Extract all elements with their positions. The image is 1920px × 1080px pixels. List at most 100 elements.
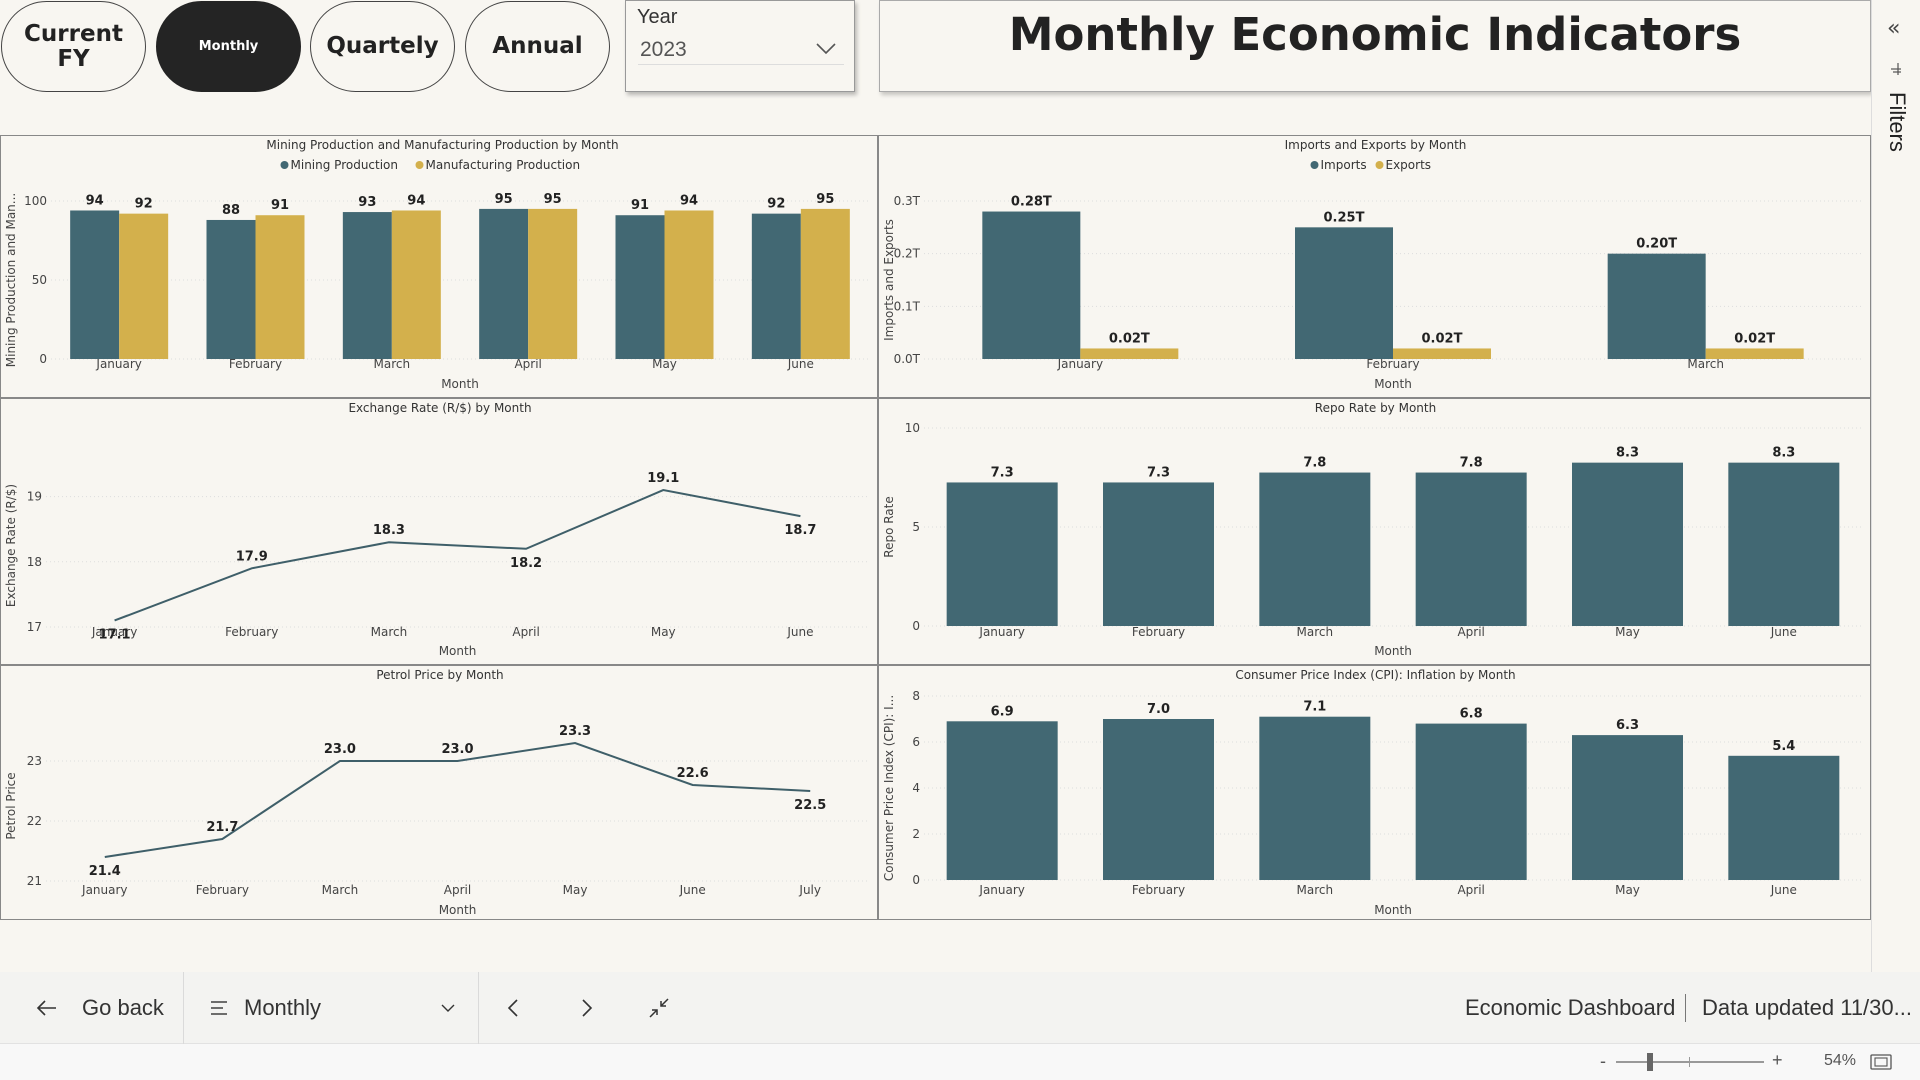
zoom-in-button[interactable]: +: [1772, 1050, 1783, 1070]
y-tick-label: 5: [912, 520, 920, 534]
data-label: 0.02T: [1422, 331, 1463, 346]
data-label: 0.25T: [1324, 210, 1365, 225]
exit-fullscreen-button[interactable]: [648, 972, 670, 1044]
bar: [479, 208, 529, 359]
bar: [615, 215, 665, 359]
petrol-price-chart[interactable]: Petrol Price by Month 21 22 23 January Februa…: [0, 665, 878, 920]
data-label: 19.1: [647, 471, 679, 486]
x-tick-label: February: [196, 883, 249, 897]
bar: [1572, 735, 1683, 880]
x-tick-label: June: [787, 357, 814, 371]
y-tick-label: 50: [32, 273, 47, 287]
data-label: 17.9: [236, 549, 268, 564]
data-label: 21.4: [89, 864, 121, 879]
x-axis-title: Month: [439, 903, 477, 917]
x-tick-label: February: [225, 625, 278, 639]
y-tick-label: 0.2T: [894, 247, 921, 261]
zoom-slider-thumb[interactable]: [1647, 1053, 1653, 1071]
annual-button[interactable]: Annual: [465, 1, 610, 92]
bar: [946, 721, 1058, 880]
data-label: 5.4: [1772, 739, 1795, 754]
x-tick-label: February: [1132, 883, 1185, 897]
report-name-label: Economic Dashboard: [1465, 995, 1676, 1020]
zoom-level[interactable]: 54%: [1824, 1052, 1857, 1069]
data-label: 23.0: [441, 742, 473, 757]
data-updated: Data updated 11/30...: [1702, 972, 1912, 1044]
page-title-box: Monthly Economic Indicators: [879, 0, 1871, 92]
chart-title: Exchange Rate (R/$) by Month: [348, 401, 531, 415]
data-label: 95: [495, 192, 513, 207]
chart-title: Repo Rate by Month: [1315, 401, 1436, 415]
y-tick-label: 100: [24, 194, 47, 208]
current-fy-button[interactable]: Current FY: [1, 1, 146, 92]
annual-label: Annual: [492, 33, 583, 59]
data-label: 92: [135, 197, 153, 212]
bar: [1728, 755, 1840, 880]
collapse-pane-icon[interactable]: «: [1887, 16, 1901, 41]
report-canvas: Current FY Monthly Quartely Annual Year …: [0, 0, 1871, 920]
x-tick-label: May: [1615, 625, 1640, 639]
x-axis-title: Month: [441, 377, 479, 391]
data-label: 21.7: [206, 820, 238, 835]
repo-rate-plot: Repo Rate by Month 0 5 10 January February Mar…: [882, 401, 1862, 658]
data-updated-label: Data updated 11/30...: [1702, 995, 1912, 1020]
y-tick-label: 0.3T: [894, 194, 921, 208]
x-tick-label: March: [322, 883, 359, 897]
cpi-inflation-chart[interactable]: Consumer Price Index (CPI): Inflation by…: [878, 665, 1871, 920]
y-axis-title: Exchange Rate (R/$): [4, 484, 18, 607]
bar: [751, 213, 801, 359]
data-label: 94: [86, 193, 104, 208]
menu-icon: [211, 1001, 227, 1015]
year-dropdown[interactable]: 2023: [638, 35, 844, 65]
y-tick-label: 0: [912, 619, 920, 633]
legend-label: Mining Production: [291, 158, 399, 172]
imports-exports-chart[interactable]: Imports and Exports by Month 0.0T 0.1T 0.2T…: [878, 135, 1871, 398]
monthly-button[interactable]: Monthly: [156, 1, 301, 92]
y-tick-label: 10: [905, 421, 920, 435]
bar: [800, 208, 850, 359]
fit-to-page-icon[interactable]: [1870, 1054, 1892, 1070]
chevron-down-icon: [441, 1004, 455, 1012]
next-page-button[interactable]: [581, 972, 593, 1044]
zoom-out-button[interactable]: -: [1600, 1051, 1606, 1071]
y-tick-label: 0: [912, 873, 920, 887]
y-tick-label: 17: [27, 620, 42, 634]
page-selector[interactable]: Monthly: [210, 972, 455, 1044]
x-tick-label: January: [1057, 357, 1104, 371]
petrol-price-plot: Petrol Price by Month 21 22 23 January Februa…: [4, 668, 869, 917]
data-label: 95: [816, 192, 834, 207]
zoom-slider[interactable]: [1616, 1053, 1764, 1071]
data-label: 23.0: [324, 742, 356, 757]
data-label: 22.6: [677, 766, 709, 781]
y-tick-label: 4: [912, 781, 920, 795]
mining-manufacturing-chart[interactable]: Mining Production and Manufacturing Prod…: [0, 135, 878, 398]
bar: [391, 210, 441, 359]
y-axis-title: Mining Production and Man...: [4, 193, 18, 367]
bar: [946, 482, 1058, 626]
bar: [1572, 462, 1683, 626]
repo-rate-chart[interactable]: Repo Rate by Month 0 5 10 January February Mar…: [878, 398, 1871, 665]
data-label: 91: [271, 198, 289, 213]
x-tick-label: May: [563, 883, 588, 897]
data-label: 88: [222, 203, 240, 218]
quarterly-button[interactable]: Quartely: [310, 1, 455, 92]
bar: [1080, 348, 1179, 359]
filter-icon: [1891, 63, 1901, 75]
y-axis-title: Consumer Price Index (CPI): I...: [882, 695, 896, 881]
legend-marker: [1375, 161, 1384, 169]
y-tick-label: 19: [27, 490, 42, 504]
filters-label[interactable]: Filters: [1885, 92, 1910, 152]
x-tick-label: April: [1457, 883, 1484, 897]
y-tick-label: 0.0T: [894, 352, 921, 366]
divider: [183, 972, 184, 1044]
filters-pane: « Filters: [1871, 0, 1920, 972]
year-slicer-label: Year: [637, 6, 678, 28]
chart-title: Mining Production and Manufacturing Prod…: [266, 138, 618, 152]
go-back-button[interactable]: Go back: [36, 972, 164, 1044]
previous-page-button[interactable]: [507, 972, 519, 1044]
y-tick-label: 0: [39, 352, 47, 366]
x-tick-label: May: [652, 357, 677, 371]
x-tick-label: January: [978, 883, 1024, 897]
x-tick-label: March: [1687, 357, 1724, 371]
exchange-rate-chart[interactable]: Exchange Rate (R/$) by Month 17 18 19 Januar…: [0, 398, 878, 665]
